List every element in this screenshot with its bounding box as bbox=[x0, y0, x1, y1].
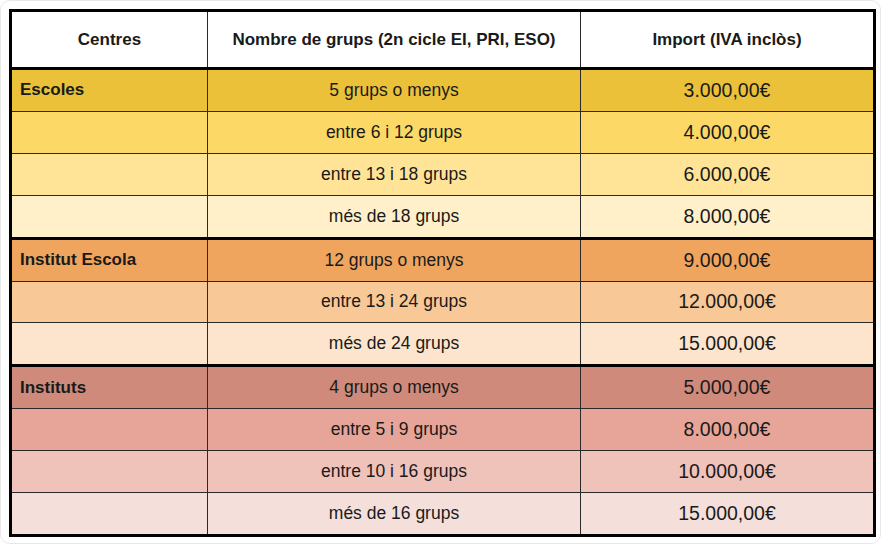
grups-cell: entre 13 i 24 grups bbox=[208, 281, 581, 323]
table-header: Centres Nombre de grups (2n cicle EI, PR… bbox=[11, 11, 875, 69]
grups-cell: 4 grups o menys bbox=[208, 366, 581, 409]
grups-cell: més de 16 grups bbox=[208, 492, 581, 535]
table-row: Institut Escola12 grups o menys9.000,00€ bbox=[11, 238, 875, 281]
import-cell: 15.000,00€ bbox=[581, 323, 875, 366]
centre-cell: Institut Escola bbox=[11, 238, 208, 281]
centre-cell bbox=[11, 111, 208, 153]
import-cell: 12.000,00€ bbox=[581, 281, 875, 323]
centre-cell bbox=[11, 195, 208, 238]
table-body: Escoles5 grups o menys3.000,00€entre 6 i… bbox=[11, 69, 875, 536]
page: Centres Nombre de grups (2n cicle EI, PR… bbox=[0, 0, 881, 544]
import-cell: 6.000,00€ bbox=[581, 153, 875, 195]
import-cell: 5.000,00€ bbox=[581, 366, 875, 409]
import-cell: 10.000,00€ bbox=[581, 451, 875, 493]
table-row: Escoles5 grups o menys3.000,00€ bbox=[11, 69, 875, 112]
import-cell: 15.000,00€ bbox=[581, 492, 875, 535]
table-row: més de 18 grups8.000,00€ bbox=[11, 195, 875, 238]
pricing-table: Centres Nombre de grups (2n cicle EI, PR… bbox=[9, 9, 876, 537]
grups-cell: entre 13 i 18 grups bbox=[208, 153, 581, 195]
header-row: Centres Nombre de grups (2n cicle EI, PR… bbox=[11, 11, 875, 69]
table-row: més de 24 grups15.000,00€ bbox=[11, 323, 875, 366]
centre-cell: Instituts bbox=[11, 366, 208, 409]
centre-cell bbox=[11, 323, 208, 366]
table-row: entre 10 i 16 grups10.000,00€ bbox=[11, 451, 875, 493]
grups-cell: més de 18 grups bbox=[208, 195, 581, 238]
centre-cell: Escoles bbox=[11, 69, 208, 112]
grups-cell: més de 24 grups bbox=[208, 323, 581, 366]
grups-cell: entre 5 i 9 grups bbox=[208, 409, 581, 451]
table-row: entre 13 i 18 grups6.000,00€ bbox=[11, 153, 875, 195]
table-row: entre 13 i 24 grups12.000,00€ bbox=[11, 281, 875, 323]
import-cell: 3.000,00€ bbox=[581, 69, 875, 112]
grups-cell: 12 grups o menys bbox=[208, 238, 581, 281]
import-cell: 8.000,00€ bbox=[581, 409, 875, 451]
table-row: Instituts4 grups o menys5.000,00€ bbox=[11, 366, 875, 409]
grups-cell: entre 6 i 12 grups bbox=[208, 111, 581, 153]
centre-cell bbox=[11, 153, 208, 195]
import-cell: 4.000,00€ bbox=[581, 111, 875, 153]
table-row: entre 5 i 9 grups8.000,00€ bbox=[11, 409, 875, 451]
header-import: Import (IVA inclòs) bbox=[581, 11, 875, 69]
centre-cell bbox=[11, 409, 208, 451]
centre-cell bbox=[11, 281, 208, 323]
header-centres: Centres bbox=[11, 11, 208, 69]
table-row: més de 16 grups15.000,00€ bbox=[11, 492, 875, 535]
import-cell: 8.000,00€ bbox=[581, 195, 875, 238]
table-row: entre 6 i 12 grups4.000,00€ bbox=[11, 111, 875, 153]
grups-cell: entre 10 i 16 grups bbox=[208, 451, 581, 493]
import-cell: 9.000,00€ bbox=[581, 238, 875, 281]
centre-cell bbox=[11, 492, 208, 535]
header-nombre-grups: Nombre de grups (2n cicle EI, PRI, ESO) bbox=[208, 11, 581, 69]
centre-cell bbox=[11, 451, 208, 493]
grups-cell: 5 grups o menys bbox=[208, 69, 581, 112]
